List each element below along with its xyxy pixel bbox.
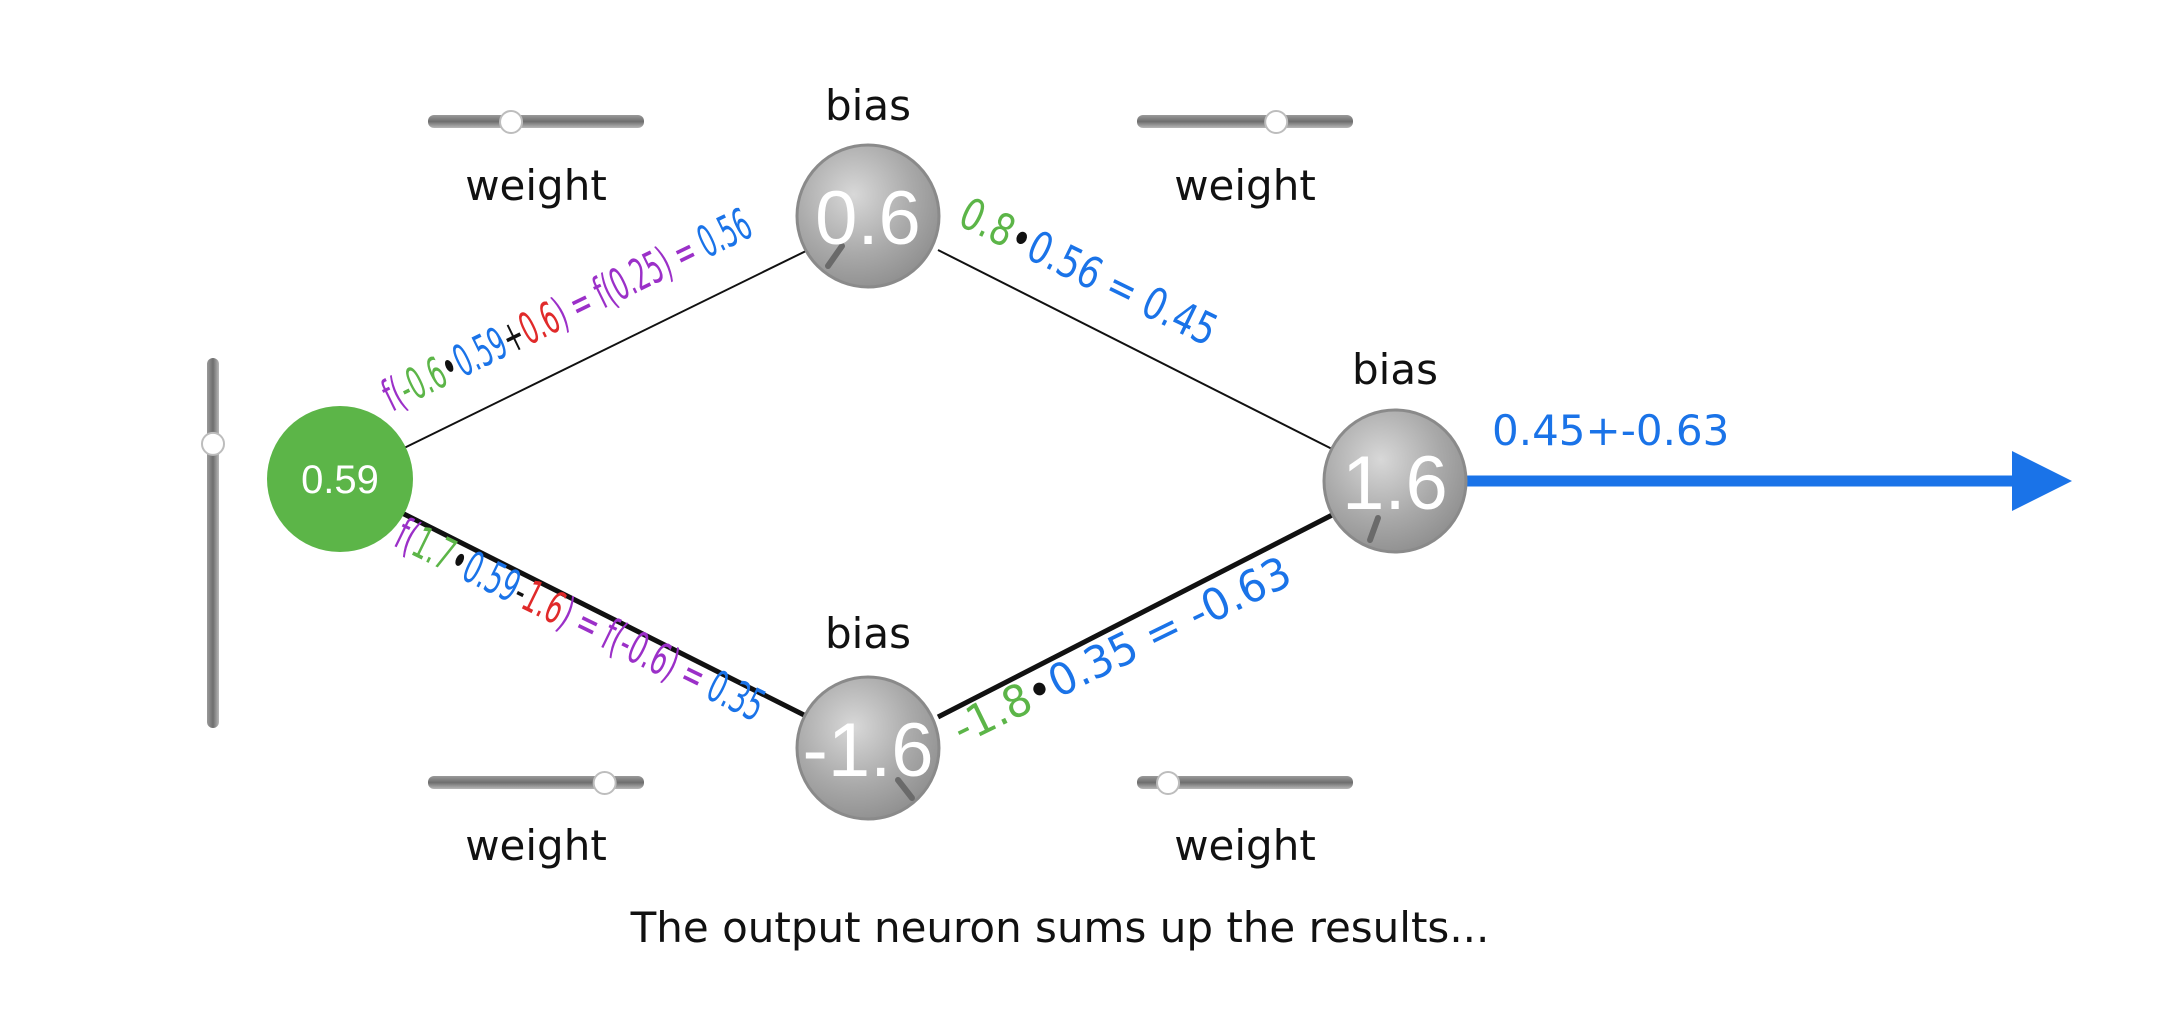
bias-knob-output[interactable]: 1.6 bbox=[1322, 408, 1468, 554]
edge-bottom-output bbox=[936, 509, 1340, 720]
weight-label-top-left: weight bbox=[465, 161, 607, 210]
edge-input-top bbox=[399, 249, 809, 451]
weight-slider-top-right[interactable] bbox=[1137, 110, 1353, 134]
equation-bottom-right: -1.8•0.35 = -0.63 bbox=[944, 547, 1299, 755]
weight-slider-track bbox=[428, 115, 644, 128]
bias-knob-top[interactable]: 0.6 bbox=[795, 143, 941, 289]
output-arrow bbox=[1466, 451, 2072, 511]
weight-slider-thumb[interactable] bbox=[1156, 771, 1181, 795]
weight-slider-top-left[interactable] bbox=[428, 110, 644, 134]
weight-slider-thumb[interactable] bbox=[499, 110, 524, 134]
weight-slider-bottom-left[interactable] bbox=[428, 771, 644, 795]
weight-label-bottom-left: weight bbox=[465, 821, 607, 870]
svg-text:f(1.7•0.59-1.6) = f(-0.6) = 0.: f(1.7•0.59-1.6) = f(-0.6) = 0.35 bbox=[387, 509, 772, 732]
equation-top-right: 0.8•0.56 = 0.45 bbox=[951, 188, 1225, 357]
weight-slider-thumb[interactable] bbox=[1264, 110, 1289, 134]
weight-slider-track bbox=[428, 776, 644, 789]
bias-knob-output-value: 1.6 bbox=[1342, 441, 1448, 526]
svg-text:f(-0.6•0.59+0.6) = f(0.25) = 0: f(-0.6•0.59+0.6) = f(0.25) = 0.56 bbox=[374, 199, 759, 422]
bias-knob-bottom-value: -1.6 bbox=[803, 708, 934, 793]
weight-label-bottom-right: weight bbox=[1174, 821, 1316, 870]
equation-top-left: f(-0.6•0.59+0.6) = f(0.25) = 0.56 bbox=[374, 199, 759, 422]
bias-knob-top-value: 0.6 bbox=[815, 176, 921, 261]
input-slider[interactable] bbox=[201, 358, 225, 728]
input-neuron-value: 0.59 bbox=[301, 458, 379, 502]
weight-slider-thumb[interactable] bbox=[592, 771, 617, 795]
input-slider-thumb[interactable] bbox=[201, 431, 225, 456]
weight-slider-bottom-right[interactable] bbox=[1137, 771, 1353, 795]
svg-text:-1.8•0.35 = -0.63: -1.8•0.35 = -0.63 bbox=[944, 547, 1299, 755]
weight-slider-track bbox=[1137, 115, 1353, 128]
edge-top-output bbox=[937, 249, 1339, 453]
caption: The output neuron sums up the results... bbox=[630, 903, 1490, 952]
input-neuron: 0.59 bbox=[267, 406, 413, 552]
bias-label-output: bias bbox=[1352, 345, 1438, 394]
equation-bottom-left: f(1.7•0.59-1.6) = f(-0.6) = 0.35 bbox=[387, 509, 772, 732]
output-sum: 0.45+-0.63 bbox=[1492, 406, 1729, 455]
weight-slider-track bbox=[1137, 776, 1353, 789]
bias-knob-bottom[interactable]: -1.6 bbox=[795, 675, 941, 821]
weight-label-top-right: weight bbox=[1174, 161, 1316, 210]
bias-label-top: bias bbox=[825, 81, 911, 130]
bias-label-bottom: bias bbox=[825, 609, 911, 658]
svg-text:0.8•0.56 = 0.45: 0.8•0.56 = 0.45 bbox=[951, 188, 1225, 357]
edge-input-bottom bbox=[398, 509, 810, 720]
input-slider-track bbox=[207, 358, 219, 728]
